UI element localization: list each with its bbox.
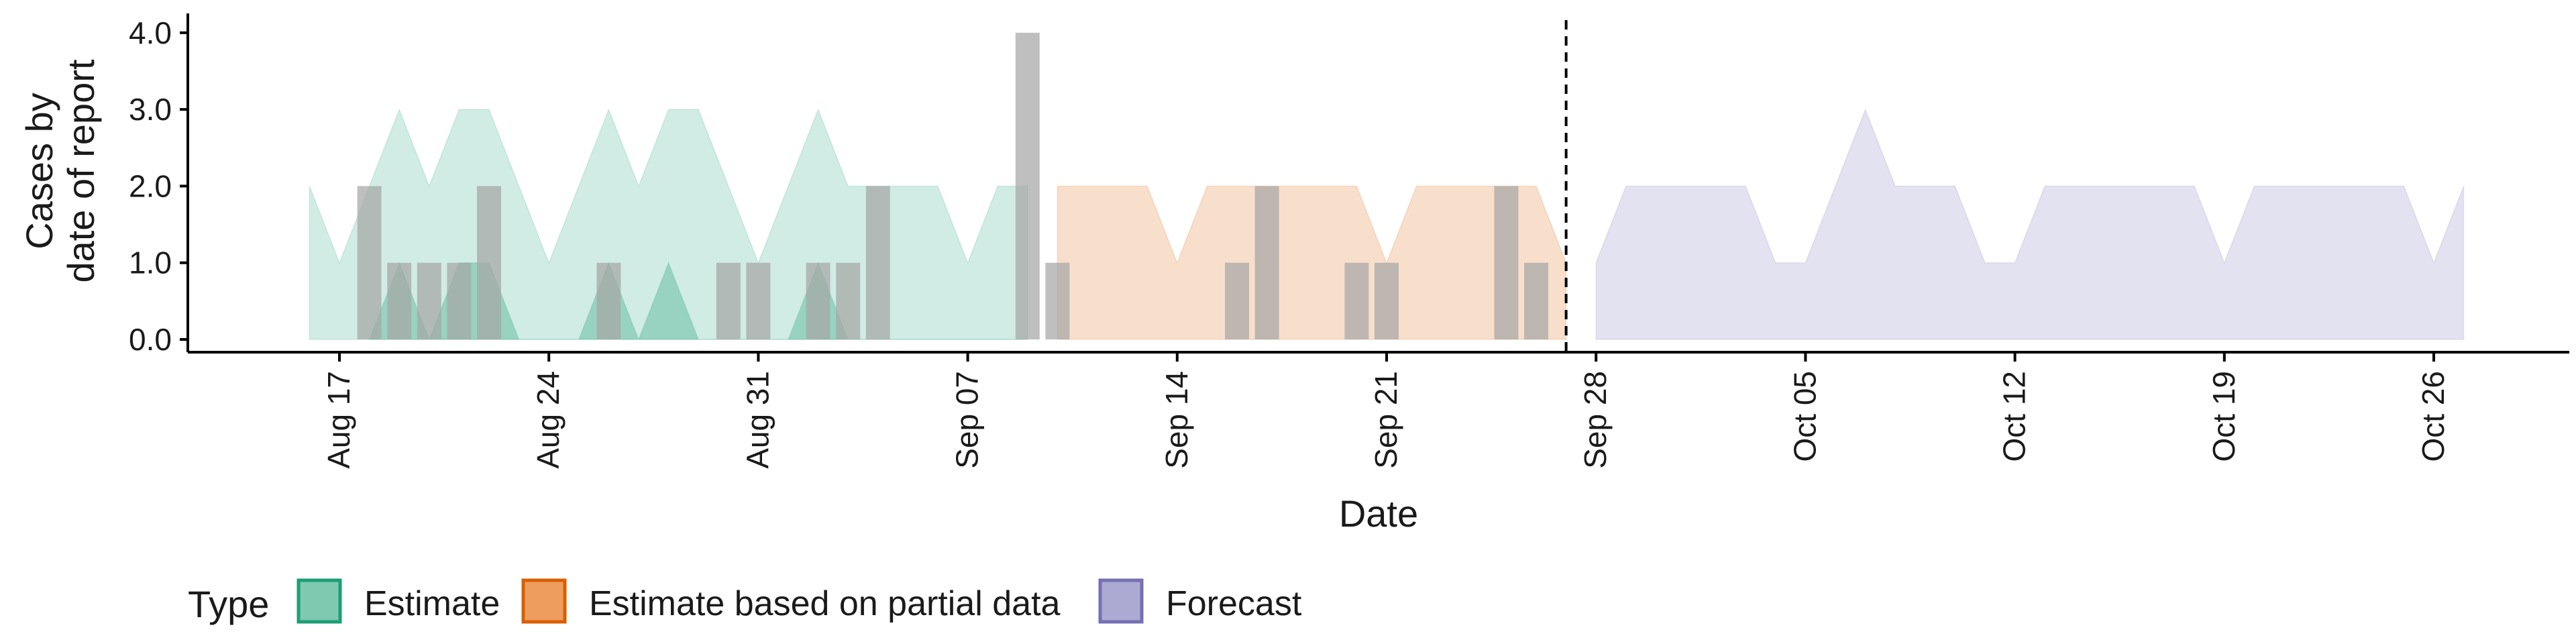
x-tick-label: Aug 24 [531, 371, 566, 469]
x-axis-title: Date [1339, 492, 1418, 535]
axes [186, 13, 2569, 354]
ribbon-forecast-0 [1595, 108, 2465, 340]
case-bar-2020-09-09 [1015, 32, 1040, 340]
y-ticks: 0.0 1.0 2.0 3.0 4.0 [129, 15, 188, 357]
case-bar-2020-09-25 [1494, 186, 1519, 339]
y-tick-label: 0.0 [129, 322, 172, 357]
x-tick-label: Oct 26 [2416, 371, 2451, 462]
case-bar-2020-09-02 [806, 262, 830, 339]
case-bar-2020-09-04 [865, 186, 890, 339]
case-bar-2020-09-26 [1524, 262, 1548, 339]
x-tick-label: Sep 14 [1159, 371, 1194, 469]
y-tick-label: 1.0 [129, 246, 172, 280]
x-ticks: Aug 17 Aug 24 Aug 31 Sep 07 Sep 14 Sep 21 Sep … [321, 352, 2451, 469]
legend-items: Estimate Estimate based on partial data Fo… [297, 578, 1302, 624]
ribbon-estimate-based-on-partial-data-0 [1057, 185, 1567, 340]
case-bar-2020-08-18 [357, 186, 382, 339]
x-tick-label: Aug 17 [321, 371, 356, 469]
case-bar-2020-08-22 [477, 186, 501, 339]
x-tick-label: Sep 07 [950, 371, 985, 469]
x-tick-label: Aug 31 [740, 371, 775, 469]
legend-label-0: Estimate [364, 584, 500, 623]
case-bar-2020-09-16 [1225, 262, 1249, 339]
x-tick-label: Sep 28 [1578, 371, 1613, 469]
case-bar-2020-09-21 [1375, 262, 1399, 339]
x-tick-label: Oct 19 [2206, 371, 2241, 462]
y-axis-title-line-2: date of report [60, 59, 102, 283]
case-bar-2020-09-20 [1344, 262, 1369, 339]
legend-label-1: Estimate based on partial data [589, 584, 1061, 623]
x-tick-label: Sep 21 [1368, 371, 1403, 469]
y-axis-title-line-1: Cases by [18, 93, 60, 249]
case-bar-2020-08-19 [387, 262, 412, 339]
case-bar-2020-09-03 [836, 262, 861, 339]
case-bar-2020-08-20 [417, 262, 441, 339]
case-bar-2020-09-10 [1045, 262, 1070, 339]
legend-label-2: Forecast [1166, 584, 1302, 623]
case-bar-2020-08-26 [596, 262, 621, 339]
plot-area [309, 20, 2465, 352]
legend-swatch-1 [521, 578, 567, 624]
y-tick-label: 2.0 [129, 168, 172, 203]
case-bar-2020-08-21 [447, 262, 472, 339]
case-bar-2020-09-17 [1254, 186, 1279, 339]
case-bar-2020-08-31 [746, 262, 771, 339]
y-tick-label: 3.0 [129, 92, 172, 127]
x-tick-label: Oct 12 [1997, 371, 2032, 462]
case-bar-2020-08-30 [716, 262, 741, 339]
legend-title: Type [188, 583, 269, 625]
legend-swatch-0 [297, 578, 342, 624]
legend-swatch-2 [1098, 578, 1144, 624]
x-tick-label: Oct 05 [1787, 371, 1822, 462]
legend: Type Estimate Estimate based on partial d… [188, 578, 1302, 625]
y-tick-label: 4.0 [129, 15, 172, 50]
